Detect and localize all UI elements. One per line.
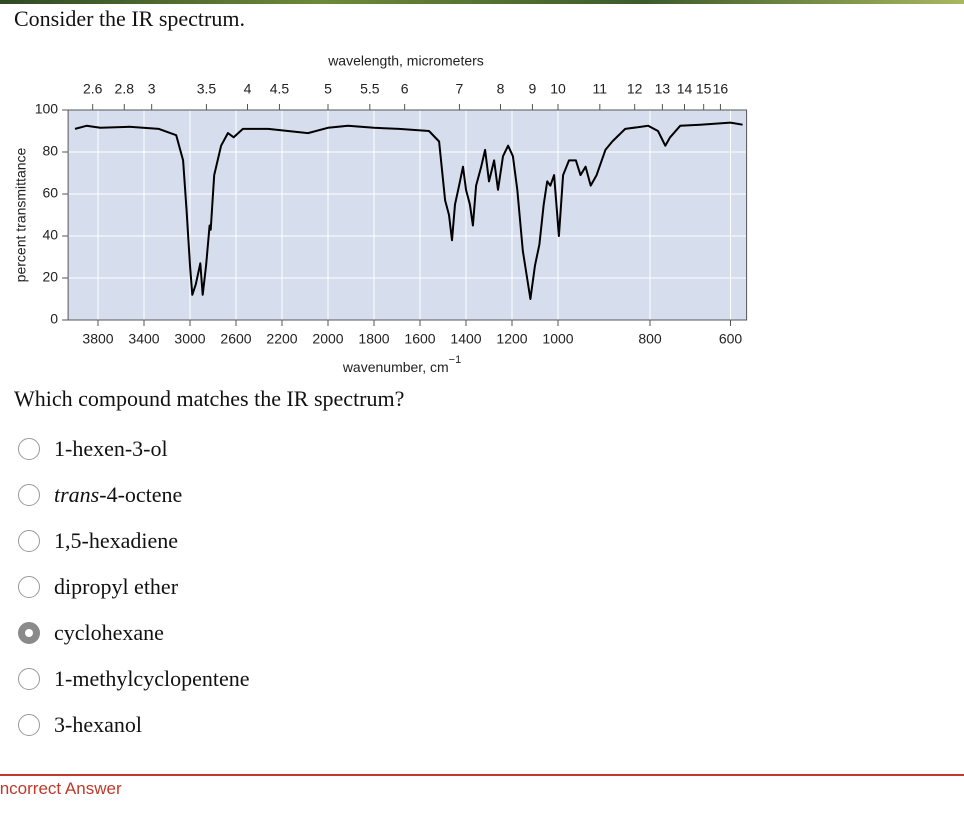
x-label-text: wavenumber, cm	[342, 359, 449, 375]
answer-option[interactable]: 1-hexen-3-ol	[18, 436, 168, 462]
x-tick-label: 2000	[312, 331, 343, 347]
x-tick-label: 1200	[496, 331, 527, 347]
y-tick-label: 20	[43, 269, 59, 285]
spectrum-line	[74, 121, 743, 300]
option-label-text: 1-methylcyclopentene	[54, 666, 250, 691]
x-tick-label: 600	[719, 331, 743, 347]
answer-option[interactable]: 1,5-hexadiene	[18, 528, 178, 554]
x2-tick-label: 13	[655, 81, 671, 97]
radio-button[interactable]	[18, 714, 40, 736]
question: Consider the IR spectrum.	[14, 6, 245, 31]
x-tick-label: 1800	[358, 331, 389, 347]
x2-tick-label: 10	[550, 81, 566, 97]
option-label-text: 1-hexen-3-ol	[54, 436, 168, 461]
radio-button[interactable]	[18, 668, 40, 690]
option-label[interactable]: cyclohexane	[54, 620, 164, 646]
radio-button[interactable]	[18, 438, 40, 460]
answer-option[interactable]: 1-methylcyclopentene	[18, 666, 249, 692]
x2-tick-label: 3	[148, 81, 156, 97]
radio-button[interactable]	[18, 530, 40, 552]
x2-tick-label: 4	[244, 81, 252, 97]
option-label[interactable]: 1,5-hexadiene	[54, 528, 178, 554]
option-label-text: -4-octene	[99, 482, 183, 507]
prompt: Which compound matches the IR spectrum?	[14, 386, 405, 411]
y-label: percent transmittance	[13, 147, 29, 282]
answer-option[interactable]: dipropyl ether	[18, 574, 178, 600]
x2-tick-label: 2.8	[115, 81, 135, 97]
option-label[interactable]: 1-hexen-3-ol	[54, 436, 168, 462]
answer-option[interactable]: 3-hexanol	[18, 712, 142, 738]
x2-tick-label: 9	[529, 81, 537, 97]
banner	[0, 0, 964, 4]
option-label[interactable]: 3-hexanol	[54, 712, 142, 738]
option-label-text: 1,5-hexadiene	[54, 528, 178, 553]
radio-button[interactable]	[18, 576, 40, 598]
x2-tick-label: 6	[401, 81, 409, 97]
x-tick-label: 1600	[404, 331, 435, 347]
x2-tick-label: 8	[497, 81, 505, 97]
option-label-text: 3-hexanol	[54, 712, 142, 737]
y-tick-label: 80	[43, 143, 59, 159]
radio-button[interactable]	[18, 484, 40, 506]
answer-option[interactable]: cyclohexane	[18, 620, 164, 646]
option-label-text: cyclohexane	[54, 620, 164, 645]
x2-label: wavelength, micrometers	[327, 53, 484, 69]
x2-tick-label: 12	[627, 81, 643, 97]
x2-tick-label: 7	[456, 81, 464, 97]
x-tick-label: 3400	[128, 331, 159, 347]
x-tick-label: 3000	[174, 331, 205, 347]
y-tick-label: 40	[43, 227, 59, 243]
x-tick-label: 800	[638, 331, 662, 347]
x-tick-label: 1000	[542, 331, 573, 347]
plot-area	[68, 110, 747, 320]
x2-tick-label: 15	[696, 81, 712, 97]
y-tick-label: 0	[50, 311, 58, 327]
answer-option[interactable]: trans-4-octene	[18, 482, 182, 508]
x2-tick-label: 5.5	[360, 81, 380, 97]
x2-tick-label: 5	[324, 81, 332, 97]
x-tick-label: 2200	[266, 331, 297, 347]
x2-tick-label: 3.5	[197, 81, 217, 97]
x2-tick-label: 2.6	[83, 81, 103, 97]
x-tick-label: 3800	[82, 331, 113, 347]
x2-tick-label: 4.5	[270, 81, 290, 97]
x2-tick-label: 14	[677, 81, 693, 97]
option-label[interactable]: dipropyl ether	[54, 574, 178, 600]
divider	[0, 774, 964, 776]
y-tick-label: 60	[43, 185, 59, 201]
x2-tick-label: 11	[593, 81, 608, 97]
x-label: wavenumber, cm−1	[342, 354, 461, 375]
option-label-italic: trans	[54, 482, 100, 507]
radio-button[interactable]	[18, 622, 40, 644]
x-tick-label: 1400	[450, 331, 481, 347]
option-label[interactable]: trans-4-octene	[54, 482, 182, 508]
option-label[interactable]: 1-methylcyclopentene	[54, 666, 249, 692]
plot-frame	[67, 109, 748, 321]
x-tick-label: 2600	[220, 331, 251, 347]
option-label-text: dipropyl ether	[54, 574, 179, 599]
x-label-superscript: −1	[449, 354, 462, 366]
x2-tick-label: 16	[713, 81, 729, 97]
feedback: Incorrect Answer	[0, 779, 122, 798]
y-tick-label: 100	[35, 101, 59, 117]
chart: wavelength, micrometers wavenumber, cm−1…	[13, 53, 748, 375]
